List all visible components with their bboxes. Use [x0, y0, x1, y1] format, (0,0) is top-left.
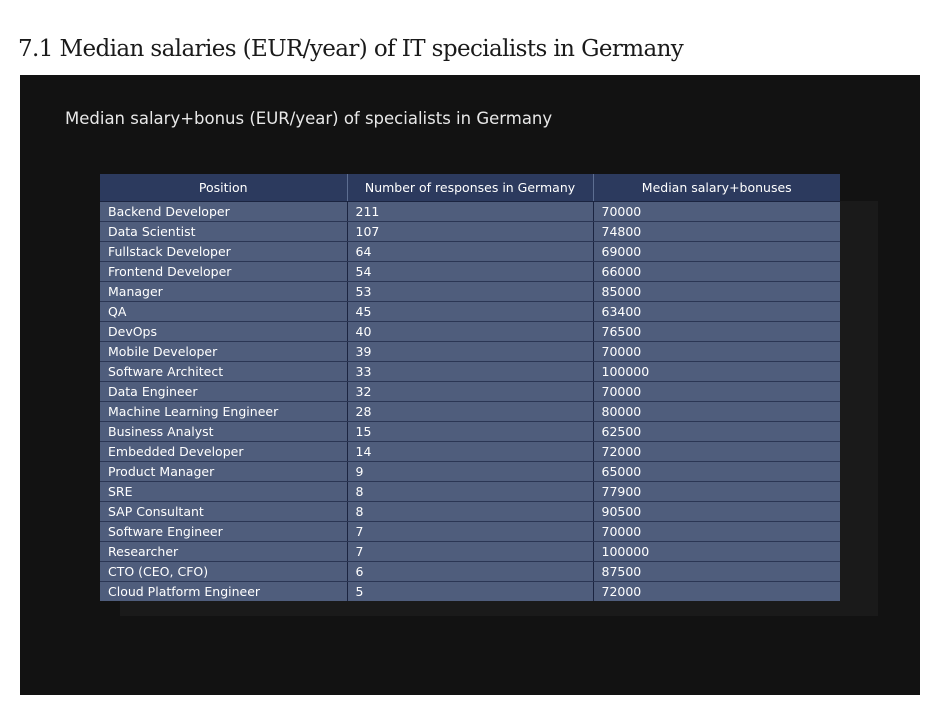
- header-row: Position Number of responses in Germany …: [100, 174, 840, 202]
- cell-position: Researcher: [100, 541, 348, 562]
- cell-position: DevOps: [100, 321, 348, 342]
- cell-responses: 54: [347, 261, 594, 282]
- table-row: CTO (CEO, CFO) 6 87500: [100, 561, 840, 582]
- cell-salary: 66000: [593, 261, 840, 282]
- cell-position: QA: [100, 301, 348, 322]
- cell-responses: 5: [347, 581, 594, 601]
- cell-responses: 32: [347, 381, 594, 402]
- cell-responses: 14: [347, 441, 594, 462]
- cell-salary: 65000: [593, 461, 840, 482]
- cell-position: Machine Learning Engineer: [100, 401, 348, 422]
- cell-responses: 15: [347, 421, 594, 442]
- column-header-position: Position: [100, 174, 348, 202]
- cell-position: Manager: [100, 281, 348, 302]
- cell-position: Data Engineer: [100, 381, 348, 402]
- table-row: Software Architect 33 100000: [100, 361, 840, 382]
- cell-salary: 70000: [593, 521, 840, 542]
- cell-position: Software Engineer: [100, 521, 348, 542]
- table-row: Researcher 7 100000: [100, 541, 840, 562]
- table-row: QA 45 63400: [100, 301, 840, 322]
- table-row: Fullstack Developer 64 69000: [100, 241, 840, 262]
- cell-salary: 72000: [593, 441, 840, 462]
- panel-title: Median salary+bonus (EUR/year) of specia…: [65, 109, 553, 128]
- table-row: Data Scientist 107 74800: [100, 221, 840, 242]
- cell-salary: 76500: [593, 321, 840, 342]
- cell-salary: 63400: [593, 301, 840, 322]
- cell-salary: 70000: [593, 381, 840, 402]
- table-row: Manager 53 85000: [100, 281, 840, 302]
- cell-responses: 45: [347, 301, 594, 322]
- table-row: Backend Developer 211 70000: [100, 201, 840, 222]
- cell-responses: 40: [347, 321, 594, 342]
- table-row: Cloud Platform Engineer 5 72000: [100, 581, 840, 601]
- table-body: Backend Developer 211 70000 Data Scientist 1…: [100, 201, 840, 601]
- table-row: SAP Consultant 8 90500: [100, 501, 840, 522]
- cell-position: CTO (CEO, CFO): [100, 561, 348, 582]
- cell-position: Frontend Developer: [100, 261, 348, 282]
- table-row: Embedded Developer 14 72000: [100, 441, 840, 462]
- cell-salary: 100000: [593, 541, 840, 562]
- cell-position: Backend Developer: [100, 201, 348, 222]
- salary-table: Position Number of responses in Germany …: [100, 174, 840, 601]
- cell-position: Product Manager: [100, 461, 348, 482]
- cell-position: Cloud Platform Engineer: [100, 581, 348, 601]
- column-header-salary: Median salary+bonuses: [593, 174, 840, 202]
- table-row: DevOps 40 76500: [100, 321, 840, 342]
- table-row: Mobile Developer 39 70000: [100, 341, 840, 362]
- cell-responses: 33: [347, 361, 594, 382]
- cell-position: SRE: [100, 481, 348, 502]
- column-header-responses: Number of responses in Germany: [347, 174, 594, 202]
- cell-salary: 77900: [593, 481, 840, 502]
- cell-responses: 7: [347, 521, 594, 542]
- table-row: Machine Learning Engineer 28 80000: [100, 401, 840, 422]
- table-row: Frontend Developer 54 66000: [100, 261, 840, 282]
- cell-position: SAP Consultant: [100, 501, 348, 522]
- cell-salary: 80000: [593, 401, 840, 422]
- cell-responses: 64: [347, 241, 594, 262]
- cell-responses: 107: [347, 221, 594, 242]
- table-panel: Median salary+bonus (EUR/year) of specia…: [20, 75, 920, 695]
- cell-salary: 100000: [593, 361, 840, 382]
- cell-salary: 74800: [593, 221, 840, 242]
- cell-responses: 39: [347, 341, 594, 362]
- cell-responses: 8: [347, 481, 594, 502]
- cell-position: Embedded Developer: [100, 441, 348, 462]
- table-row: Business Analyst 15 62500: [100, 421, 840, 442]
- cell-responses: 6: [347, 561, 594, 582]
- cell-responses: 211: [347, 201, 594, 222]
- cell-responses: 7: [347, 541, 594, 562]
- cell-responses: 8: [347, 501, 594, 522]
- cell-position: Software Architect: [100, 361, 348, 382]
- cell-salary: 87500: [593, 561, 840, 582]
- table-row: Software Engineer 7 70000: [100, 521, 840, 542]
- cell-responses: 28: [347, 401, 594, 422]
- cell-salary: 70000: [593, 201, 840, 222]
- cell-salary: 70000: [593, 341, 840, 362]
- table-row: Product Manager 9 65000: [100, 461, 840, 482]
- cell-position: Business Analyst: [100, 421, 348, 442]
- cell-salary: 69000: [593, 241, 840, 262]
- cell-responses: 9: [347, 461, 594, 482]
- cell-position: Mobile Developer: [100, 341, 348, 362]
- cell-position: Data Scientist: [100, 221, 348, 242]
- cell-salary: 85000: [593, 281, 840, 302]
- cell-salary: 72000: [593, 581, 840, 601]
- table-row: SRE 8 77900: [100, 481, 840, 502]
- page-heading: 7.1 Median salaries (EUR/year) of IT spe…: [18, 36, 684, 62]
- cell-responses: 53: [347, 281, 594, 302]
- cell-position: Fullstack Developer: [100, 241, 348, 262]
- cell-salary: 90500: [593, 501, 840, 522]
- table-row: Data Engineer 32 70000: [100, 381, 840, 402]
- cell-salary: 62500: [593, 421, 840, 442]
